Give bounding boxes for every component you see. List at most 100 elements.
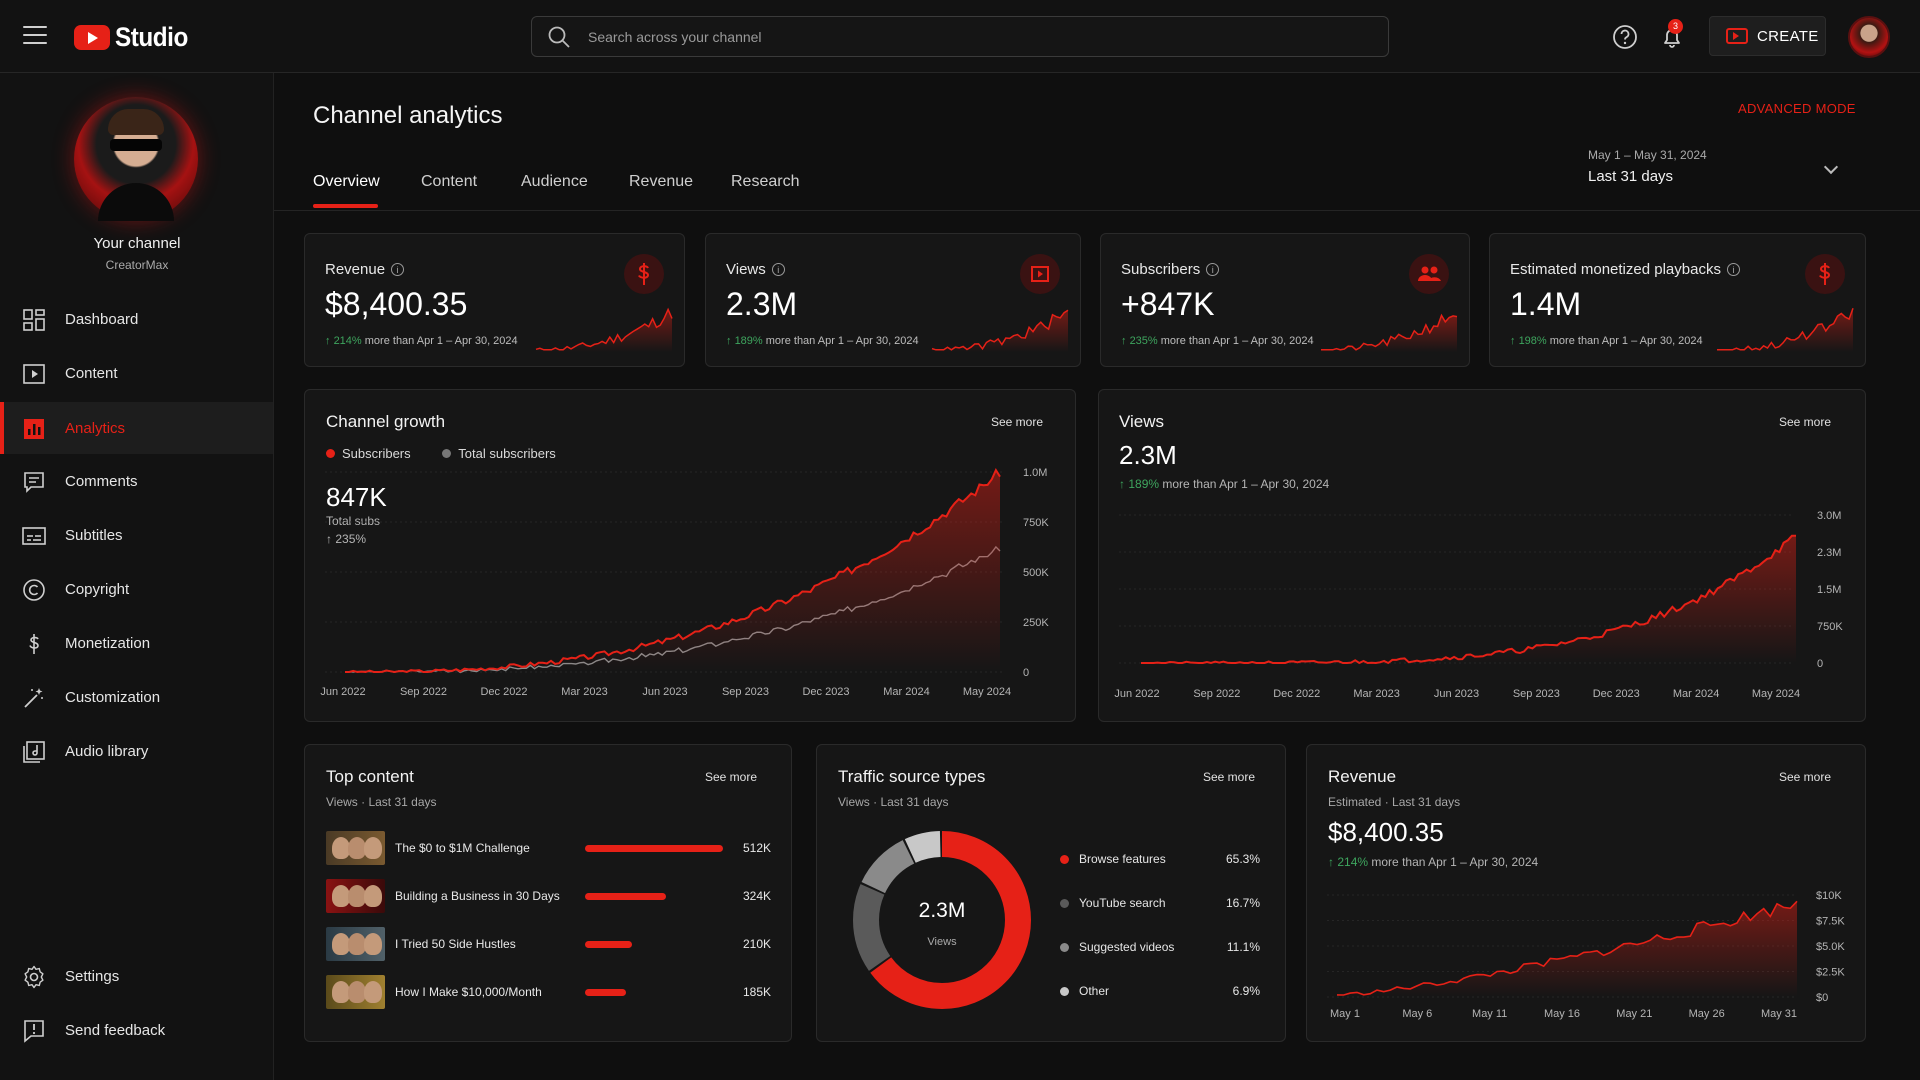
stat-card-monetized-playbacks[interactable]: Estimated monetized playbacks i 1.4M ↑ 19… [1489,233,1866,367]
sidebar-item-dashboard[interactable]: Dashboard [0,293,273,345]
stat-card-views[interactable]: Views i 2.3M ↑ 189% more than Apr 1 – Apr… [705,233,1081,367]
revenue-series [1336,900,1798,996]
copyright-icon [23,579,45,601]
tab-research[interactable]: Research [731,173,800,190]
legend-item[interactable]: Other 6.9% [1060,983,1260,1003]
legend-item[interactable]: Suggested videos 11.1% [1060,939,1260,959]
info-icon[interactable]: i [1726,263,1740,276]
revenue-series-area [1337,901,1797,997]
stat-delta: ↑ 198% more than Apr 1 – Apr 30, 2024 [1510,335,1703,347]
views-x-tick: Sep 2023 [1513,688,1560,700]
list-item[interactable]: I Tried 50 Side Hustles 210K [326,925,771,965]
legend-item[interactable]: Browse features 65.3% [1060,851,1260,871]
stat-label: Subscribers i [1121,261,1220,278]
card-title: Channel growth [326,412,446,431]
see-more-link[interactable]: See more [991,415,1044,429]
tab-revenue[interactable]: Revenue [629,173,694,190]
stat-card-subscribers[interactable]: Subscribers i +847K ↑ 235% more than Apr … [1100,233,1470,367]
sidebar-item-customization[interactable]: Customization [0,671,273,723]
views-y-tick: 1.5M [1817,584,1841,596]
sidebar-item-label: Copyright [65,580,130,598]
info-icon[interactable]: i [1206,263,1220,276]
tab-content[interactable]: Content [421,173,478,190]
sidebar-item-settings[interactable]: Settings [0,950,273,1002]
info-icon[interactable]: i [391,263,405,276]
stat-value: +847K [1121,286,1215,322]
channel-growth-chart: 1.0M 750K 500K 250K 0 Jun 2022 Sep 2022 Dec 202… [320,467,1049,698]
search-bar[interactable] [531,16,1389,57]
growth-x-tick: Mar 2023 [561,686,607,698]
tab-overview[interactable]: Overview [313,173,380,190]
legend-item[interactable]: YouTube search 16.7% [1060,895,1260,915]
revenue-y-tick: $10K [1816,890,1842,902]
sidebar-item-label: Subtitles [65,526,123,544]
top-content-card: Top content See more Views · Last 31 day… [304,744,792,1042]
video-title: I Tried 50 Side Hustles [395,937,516,951]
sidebar-item-comments[interactable]: Comments [0,455,273,507]
advanced-mode-link[interactable]: ADVANCED MODE [1738,101,1856,116]
views-sparkline [931,309,1069,352]
chart-legend: Subscribers Total subscribers [326,446,556,461]
sidebar-item-send-feedback[interactable]: Send feedback [0,1004,273,1056]
views-bar [585,845,723,852]
account-avatar[interactable] [1848,16,1890,58]
stat-delta: ↑ 214% more than Apr 1 – Apr 30, 2024 [325,335,518,347]
stat-card-revenue[interactable]: Revenue i $8,400.35 ↑ 214% more than Apr … [304,233,685,367]
youtube-logo-icon [74,25,110,50]
views-y-tick: 2.3M [1817,547,1841,559]
sidebar-item-label: Send feedback [65,1021,166,1039]
create-video-icon [1726,28,1748,44]
stat-value: 2.3M [726,286,798,322]
list-item[interactable]: The $0 to $1M Challenge 512K [326,829,771,869]
see-more-link[interactable]: See more [705,770,758,784]
views-x-tick: Jun 2022 [1114,688,1159,700]
donut-slice-1[interactable] [853,831,1031,1009]
list-item[interactable]: Building a Business in 30 Days 324K [326,877,771,917]
sidebar-item-analytics[interactable]: Analytics [0,402,273,454]
growth-y-tick: 750K [1023,517,1049,529]
subscribers-series [345,467,1001,674]
donut-center-label: Views [927,936,957,948]
studio-wordmark: Studio [115,22,188,52]
see-more-link[interactable]: See more [1779,770,1832,784]
video-title: Building a Business in 30 Days [395,889,560,903]
growth-x-tick: Mar 2024 [883,686,929,698]
create-button[interactable]: CREATE [1709,16,1826,56]
donut-slice-0[interactable] [853,831,1031,1009]
channel-growth-card: Channel growth See more Subscribers Tota… [304,389,1076,722]
studio-logo[interactable]: Studio [74,22,196,53]
top-bar: Studio 3 CREATE [0,0,1920,73]
growth-delta: ↑ 235% [326,532,367,546]
date-range-picker[interactable]: May 1 – May 31, 2024 Last 31 days [1588,148,1839,192]
tab-audience[interactable]: Audience [521,173,588,190]
list-item[interactable]: How I Make $10,000/Month 185K [326,973,771,1013]
sidebar-item-audio-library[interactable]: Audio library [0,725,273,777]
dashboard-icon [23,309,45,331]
sidebar-item-monetization[interactable]: Monetization [0,617,273,669]
playbacks-sparkline [1717,308,1854,352]
sidebar-item-subtitles[interactable]: Subtitles [0,509,273,561]
legend-item-subscribers[interactable]: Subscribers [326,446,411,461]
views-y-tick: 750K [1817,621,1843,633]
growth-x-tick: Dec 2022 [480,686,527,698]
stat-label: Revenue i [325,261,405,278]
sidebar-item-label: Analytics [65,419,126,437]
stat-value: 1.4M [1510,286,1582,322]
see-more-link[interactable]: See more [1203,770,1256,784]
sidebar-item-content[interactable]: Content [0,347,273,399]
menu-icon[interactable] [23,26,47,46]
settings-icon [24,965,44,989]
growth-y-tick: 1.0M [1023,467,1047,479]
see-more-link[interactable]: See more [1779,415,1832,429]
info-icon[interactable]: i [771,263,785,276]
sidebar-item-copyright[interactable]: Copyright [0,563,273,615]
help-icon[interactable] [1610,22,1640,52]
views-series [1141,534,1796,665]
video-views: 185K [742,985,771,999]
card-title: Views [1119,412,1165,431]
sparkline-area [932,310,1068,352]
video-thumbnail [326,831,385,865]
search-input[interactable] [588,28,1388,45]
legend-item-total-subscribers[interactable]: Total subscribers [442,446,556,461]
channel-avatar[interactable] [74,97,198,221]
